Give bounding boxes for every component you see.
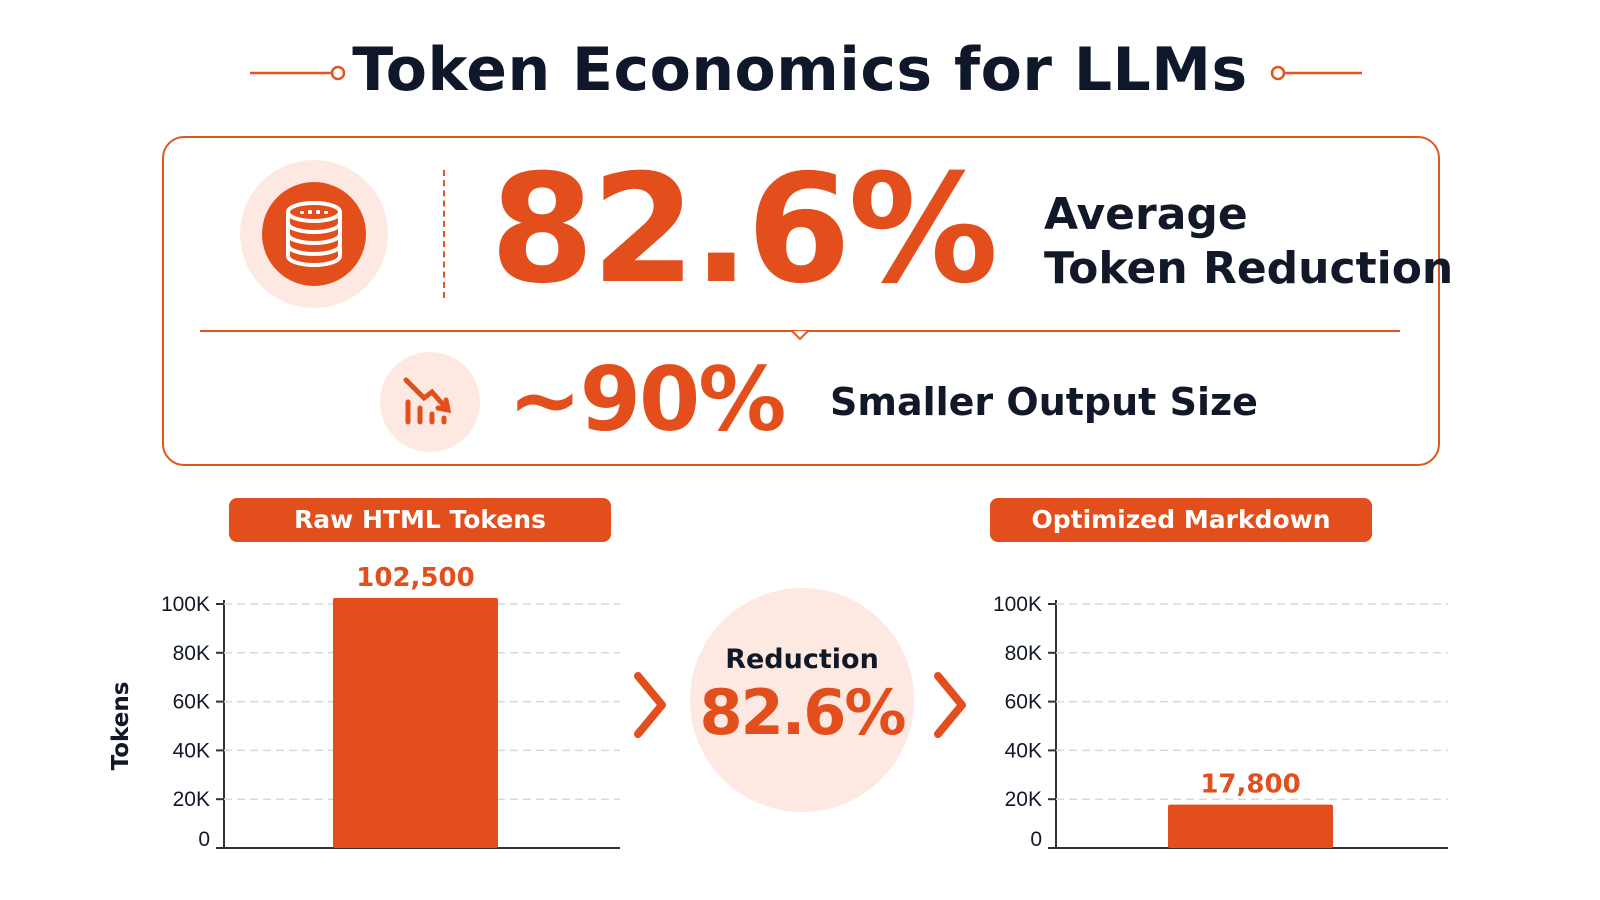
coin-circle [262, 182, 366, 286]
optimized-chart-title: Optimized Markdown Tokens [990, 498, 1372, 578]
chart-down-icon [403, 377, 452, 425]
chart-badge [380, 352, 480, 452]
y-axis-label: Tokens [108, 682, 134, 771]
bar [1168, 804, 1333, 848]
chevron-right-icon [634, 672, 666, 738]
y-tick-label: 60K [173, 691, 210, 714]
main-metric-value: 82.6% [490, 143, 998, 317]
page-title: Token Economics for LLMs [352, 35, 1248, 105]
coin-badge [240, 160, 388, 308]
raw-html-chart: 0 20K 40K 60K 80K 100K 102,500 Tokens [108, 563, 620, 851]
stats-card [162, 136, 1440, 466]
y-tick-label: 20K [173, 788, 210, 811]
main-caption-line1: Average [1044, 189, 1248, 240]
reduction-label: Reduction [725, 644, 879, 675]
chevron-right-icon [934, 672, 966, 738]
bar-value-label: 102,500 [356, 563, 474, 593]
y-tick-label: 60K [1005, 691, 1042, 714]
divider-notch [792, 331, 808, 341]
title-dot-left [330, 65, 346, 81]
optimized-markdown-chart: 0 20K 40K 60K 80K 100K 17,800 [993, 593, 1448, 851]
secondary-metric-value: ~90% [508, 348, 786, 451]
main-caption-line2: Token Reduction [1044, 243, 1454, 294]
title-dot-right [1270, 65, 1286, 81]
main-metric-caption: Average Token Reduction [1044, 188, 1453, 296]
y-tick-label: 80K [1005, 642, 1042, 665]
bar-value-label: 17,800 [1200, 770, 1300, 800]
y-tick-label: 20K [1005, 788, 1042, 811]
reduction-circle: Reduction 82.6% [690, 588, 914, 812]
y-tick-label: 100K [161, 593, 210, 616]
y-tick-label: 40K [1005, 739, 1042, 762]
secondary-metric-caption: Smaller Output Size [830, 380, 1258, 424]
reduction-value: 82.6% [699, 676, 906, 749]
vertical-dashed-divider [443, 170, 445, 298]
y-tick-label: 100K [993, 593, 1042, 616]
title-area: Token Economics for LLMs [0, 30, 1600, 110]
title-decoration [250, 65, 1362, 81]
bar [333, 597, 498, 848]
y-tick-label: 0 [198, 828, 210, 851]
coin-stack-icon [286, 201, 342, 267]
raw-chart-title: Raw HTML Tokens [229, 498, 611, 542]
y-tick-label: 40K [173, 739, 210, 762]
y-tick-label: 0 [1030, 828, 1042, 851]
y-tick-label: 80K [173, 642, 210, 665]
